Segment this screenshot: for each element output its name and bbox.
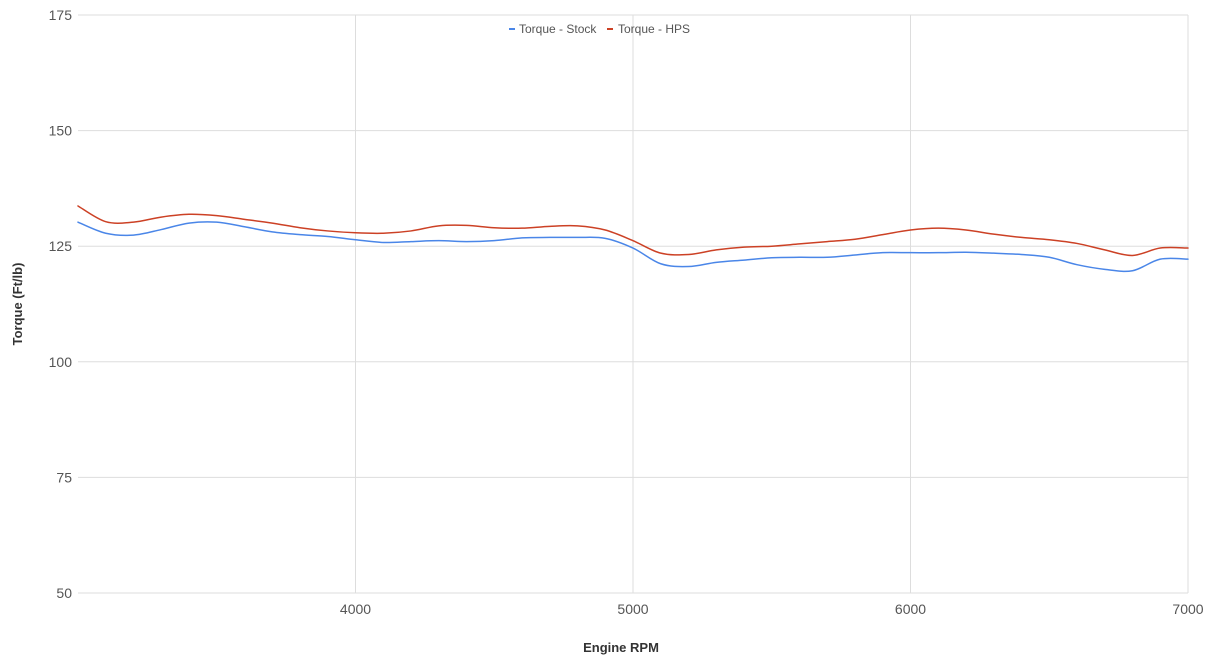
series-line-torque-stock bbox=[77, 221, 1189, 273]
y-tick-label: 100 bbox=[49, 354, 73, 370]
y-tick-label: 175 bbox=[49, 7, 73, 23]
x-tick-label: 7000 bbox=[1172, 601, 1203, 617]
legend: Torque - Stock Torque - HPS bbox=[509, 22, 690, 36]
x-axis-title: Engine RPM bbox=[583, 640, 659, 655]
x-tick-label: 5000 bbox=[617, 601, 648, 617]
y-tick-label: 75 bbox=[56, 469, 72, 485]
y-axis-title: Torque (Ft/lb) bbox=[10, 263, 25, 346]
y-tick-label: 125 bbox=[49, 238, 73, 254]
x-tick-label: 6000 bbox=[895, 601, 926, 617]
x-tick-label: 4000 bbox=[340, 601, 371, 617]
tick-labels: 50 75 100 125 150 175 4000 5000 6000 7000 bbox=[49, 7, 1204, 617]
grid-lines bbox=[78, 14, 1189, 594]
y-tick-label: 150 bbox=[49, 123, 73, 139]
legend-label-torque-hps: Torque - HPS bbox=[618, 22, 690, 36]
series-line-torque-hps bbox=[77, 205, 1189, 257]
series-lines bbox=[77, 205, 1189, 273]
y-tick-label: 50 bbox=[56, 585, 72, 601]
legend-label-torque-stock: Torque - Stock bbox=[519, 22, 597, 36]
